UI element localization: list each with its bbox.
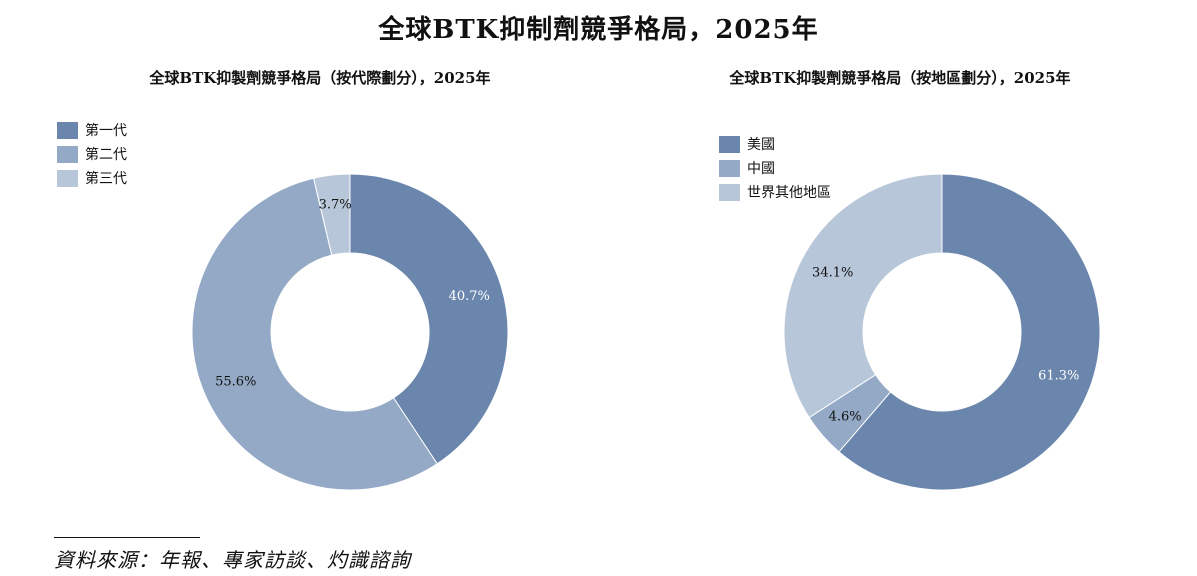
donut-chart-by-generation: 40.7% 55.6% 3.7% [191, 173, 509, 491]
legend-item: 第三代 [57, 166, 127, 190]
chart-panel-by-generation: 全球BTK抑製劑競爭格局（按代際劃分），2025年 第一代 第二代 第三代 40… [40, 0, 600, 530]
slice-label: 40.7% [449, 289, 490, 304]
donut-chart-by-region: 61.3% 4.6% 34.1% [783, 173, 1101, 491]
legend-swatch [719, 135, 740, 153]
source-note: 資料來源：年報、專家訪談、灼識諮詢 [54, 548, 411, 572]
legend-swatch [57, 169, 78, 187]
donut-slice [838, 173, 1101, 491]
legend-item: 世界其他地區 [719, 180, 831, 204]
slice-label: 55.6% [215, 374, 256, 389]
legend-label: 第三代 [85, 171, 127, 187]
legend-label: 世界其他地區 [747, 185, 831, 201]
legend-swatch [719, 159, 740, 177]
legend-label: 中國 [747, 161, 775, 177]
donut-slice [191, 177, 438, 491]
legend-by-region: 美國 中國 世界其他地區 [719, 132, 831, 204]
legend-item: 中國 [719, 156, 831, 180]
legend-swatch [719, 183, 740, 201]
chart-title-by-region: 全球BTK抑製劑競爭格局（按地區劃分），2025年 [729, 69, 1071, 87]
slice-label: 34.1% [812, 265, 853, 280]
legend-swatch [57, 121, 78, 139]
donut-slice [783, 173, 943, 419]
legend-item: 第一代 [57, 118, 127, 142]
legend-item: 第二代 [57, 142, 127, 166]
slice-label: 4.6% [829, 409, 862, 424]
source-divider [54, 537, 200, 538]
donut-slice [312, 173, 351, 256]
chart-title-by-generation: 全球BTK抑製劑競爭格局（按代際劃分），2025年 [149, 69, 491, 87]
main-title: 全球BTK抑制劑競爭格局，2025年 [378, 15, 819, 45]
legend-by-generation: 第一代 第二代 第三代 [57, 118, 127, 190]
legend-item: 美國 [719, 132, 831, 156]
legend-label: 美國 [747, 137, 775, 153]
slice-label: 3.7% [319, 197, 352, 212]
slice-label: 61.3% [1038, 368, 1079, 383]
donut-slice [349, 173, 509, 465]
legend-label: 第一代 [85, 123, 127, 139]
legend-swatch [57, 145, 78, 163]
legend-label: 第二代 [85, 147, 127, 163]
chart-panel-by-region: 全球BTK抑製劑競爭格局（按地區劃分），2025年 美國 中國 世界其他地區 6… [620, 0, 1180, 530]
